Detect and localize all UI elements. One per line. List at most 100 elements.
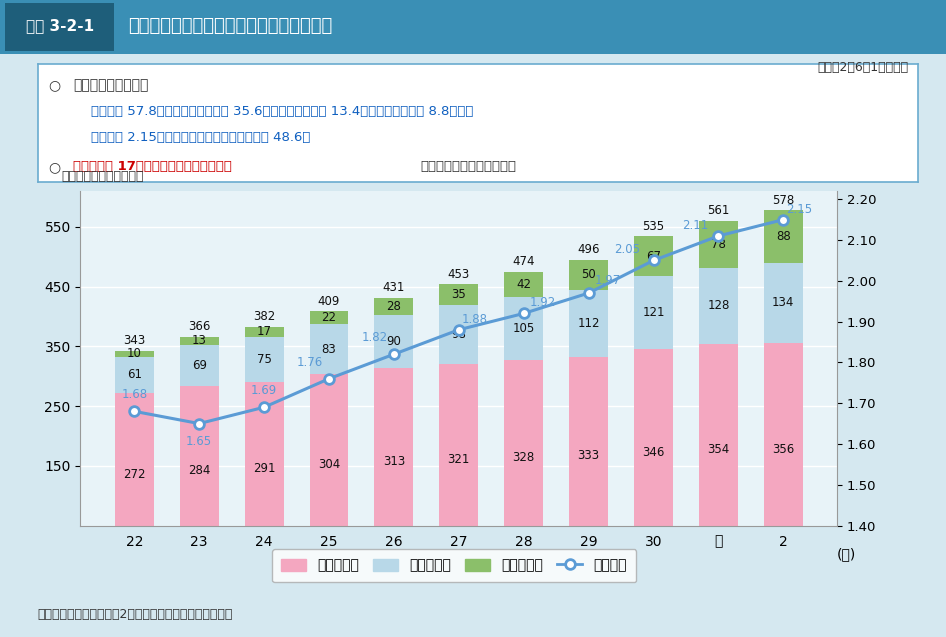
Bar	[569, 290, 608, 357]
Text: 集用者数 57.8万人　（身体障害者 35.6万人、知的障害者 13.4万人、精神障害者 8.8万人）: 集用者数 57.8万人 （身体障害者 35.6万人、知的障害者 13.4万人、精…	[91, 105, 473, 118]
Text: 50: 50	[581, 268, 596, 281]
Text: (年): (年)	[837, 547, 856, 561]
Text: 1.68: 1.68	[121, 388, 148, 401]
Bar	[699, 221, 738, 268]
Text: 78: 78	[711, 238, 726, 251]
Bar	[114, 393, 154, 555]
Bar	[439, 284, 479, 305]
Bar	[180, 337, 219, 345]
Bar	[114, 357, 154, 393]
Text: 69: 69	[192, 359, 206, 371]
Text: 343: 343	[123, 334, 146, 347]
Text: 1.76: 1.76	[296, 355, 323, 369]
Bar	[439, 305, 479, 364]
Text: 409: 409	[318, 294, 341, 308]
Text: ○: ○	[48, 78, 61, 92]
Text: 333: 333	[578, 450, 600, 462]
Bar	[634, 349, 673, 555]
Text: 2.15: 2.15	[786, 203, 813, 215]
Bar	[114, 350, 154, 357]
Text: 496: 496	[577, 243, 600, 256]
Text: 112: 112	[577, 317, 600, 329]
Legend: 身体障害者, 知的障害者, 精神障害者, 実集用率: 身体障害者, 知的障害者, 精神障害者, 実集用率	[272, 549, 637, 582]
Bar	[180, 386, 219, 555]
Text: 431: 431	[383, 282, 405, 294]
FancyBboxPatch shape	[5, 3, 114, 52]
Text: 313: 313	[383, 455, 405, 468]
Bar	[309, 324, 348, 374]
Bar	[569, 260, 608, 290]
Text: 民間企業の集用状況: 民間企業の集用状況	[73, 78, 149, 92]
Bar	[375, 315, 413, 368]
Text: 図表 3-2-1: 図表 3-2-1	[26, 18, 94, 34]
Text: 28: 28	[387, 300, 401, 313]
Text: 474: 474	[513, 255, 535, 268]
Text: 328: 328	[513, 451, 534, 464]
Text: 272: 272	[123, 468, 146, 481]
Text: 67: 67	[646, 250, 661, 263]
Text: 291: 291	[253, 462, 275, 475]
Text: 1.92: 1.92	[530, 296, 556, 310]
Bar	[763, 343, 803, 555]
Text: 2.05: 2.05	[615, 243, 640, 256]
Text: 98: 98	[451, 328, 466, 341]
Bar	[569, 357, 608, 555]
Bar	[309, 311, 348, 324]
Text: 535: 535	[642, 220, 665, 233]
Text: 集用者数は 17年連続で過去最高を更新。: 集用者数は 17年連続で過去最高を更新。	[73, 161, 232, 173]
Text: 民間企業における障害者の集用状況の推移: 民間企業における障害者の集用状況の推移	[128, 17, 332, 35]
Bar	[634, 236, 673, 276]
Bar	[375, 298, 413, 315]
Text: 354: 354	[708, 443, 729, 456]
Bar	[309, 374, 348, 555]
Bar	[439, 364, 479, 555]
Text: 61: 61	[127, 368, 142, 381]
Bar	[763, 210, 803, 263]
Bar	[634, 276, 673, 349]
Text: 2.11: 2.11	[683, 219, 709, 232]
Text: 366: 366	[188, 320, 210, 333]
Text: 《障害者の数（千人）》: 《障害者の数（千人）》	[61, 170, 144, 183]
Bar	[180, 345, 219, 386]
Text: 83: 83	[322, 343, 337, 355]
Text: 578: 578	[772, 194, 795, 206]
Text: （令和2年6月1日現在）: （令和2年6月1日現在）	[817, 61, 908, 73]
Text: 実集用率 2.15％　法定集用率達成企業割合　 48.6％: 実集用率 2.15％ 法定集用率達成企業割合 48.6％	[91, 131, 310, 144]
Text: 304: 304	[318, 458, 341, 471]
Text: 1.82: 1.82	[361, 331, 388, 344]
Text: 35: 35	[451, 288, 466, 301]
Text: 90: 90	[387, 335, 401, 348]
Text: 1.69: 1.69	[251, 384, 277, 397]
Text: 382: 382	[253, 310, 275, 323]
Text: 105: 105	[513, 322, 534, 334]
Text: ○: ○	[48, 161, 61, 175]
Bar	[375, 368, 413, 555]
Bar	[245, 382, 284, 555]
Text: 17: 17	[256, 326, 272, 338]
Text: 346: 346	[642, 445, 665, 459]
Text: 1.65: 1.65	[186, 435, 212, 448]
Bar	[504, 359, 543, 555]
Text: 284: 284	[188, 464, 210, 477]
Text: 88: 88	[776, 230, 791, 243]
Text: 障害者集用は着実に進展。: 障害者集用は着実に進展。	[421, 161, 517, 173]
Bar	[245, 327, 284, 337]
Bar	[763, 263, 803, 343]
Text: 10: 10	[127, 347, 142, 360]
Text: 42: 42	[517, 278, 532, 290]
Text: 134: 134	[772, 296, 795, 310]
Text: 128: 128	[708, 299, 729, 312]
Text: 561: 561	[708, 204, 729, 217]
Text: 453: 453	[447, 268, 470, 281]
Text: 75: 75	[256, 353, 272, 366]
Text: 22: 22	[322, 311, 337, 324]
Text: 1.88: 1.88	[462, 313, 488, 326]
Bar	[245, 337, 284, 382]
Bar	[699, 268, 738, 344]
Bar	[699, 344, 738, 555]
Text: 13: 13	[192, 334, 206, 347]
Text: 資料：厚生労働省「令和2年障害者集用状況の集計結果」: 資料：厚生労働省「令和2年障害者集用状況の集計結果」	[38, 608, 234, 621]
Text: 121: 121	[642, 306, 665, 319]
Text: 356: 356	[772, 443, 795, 455]
Text: 321: 321	[447, 453, 470, 466]
